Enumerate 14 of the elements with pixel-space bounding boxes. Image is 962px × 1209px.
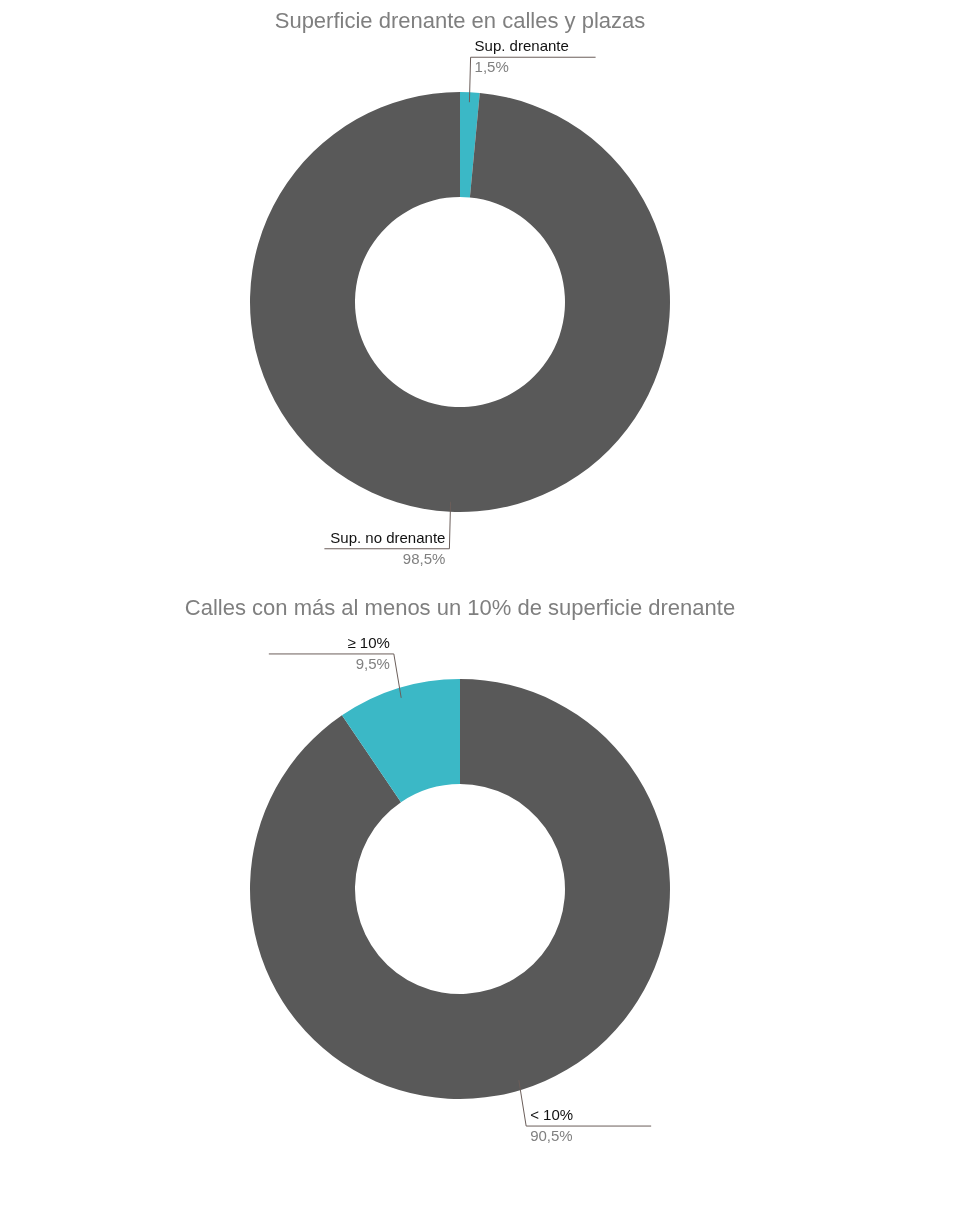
donut-slice xyxy=(250,92,670,512)
data-label: 98,5% xyxy=(402,549,446,567)
data-label: 1,5% xyxy=(474,58,509,76)
chart-title: Calles con más al menos un 10% de superficie drenante xyxy=(184,595,736,620)
donut-slice xyxy=(341,679,460,803)
donut-slice xyxy=(250,679,670,1099)
data-label: 90,5% xyxy=(530,1127,573,1145)
slice-label: < 10% xyxy=(530,1106,574,1124)
donut-slice xyxy=(460,92,480,198)
slice-label: Sup. no drenante xyxy=(330,528,446,546)
data-label: 9,5% xyxy=(355,654,390,672)
slice-label: ≥ 10% xyxy=(347,633,390,651)
slice-label: Sup. drenante xyxy=(474,37,569,55)
chart-title: Superficie drenante en calles y plazas xyxy=(274,8,646,33)
